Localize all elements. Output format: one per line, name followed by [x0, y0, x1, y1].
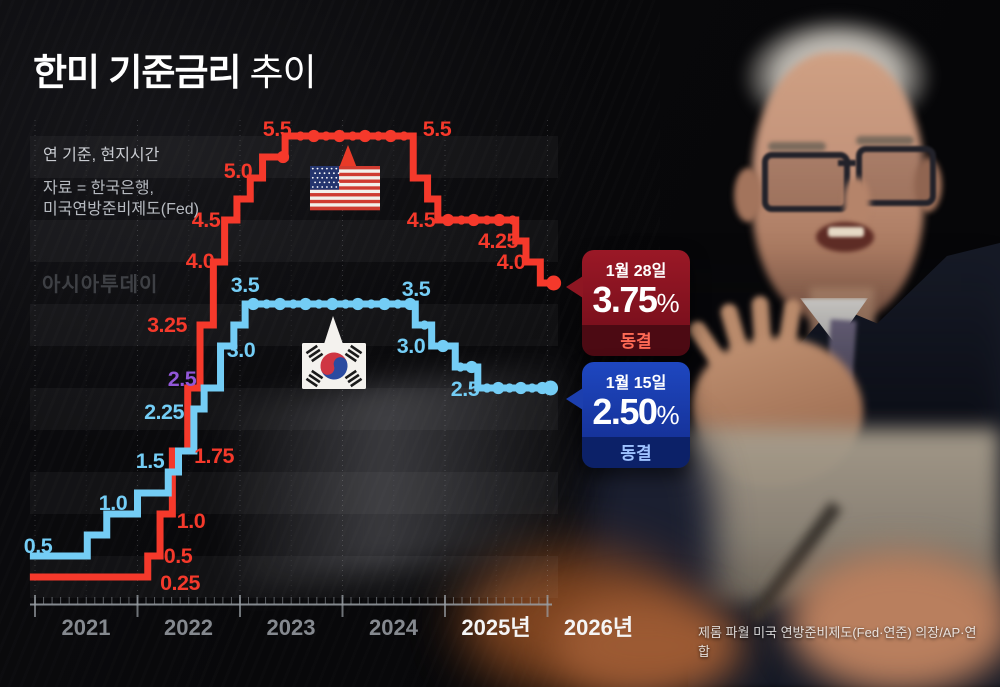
powell-brow-left — [768, 142, 826, 151]
source-line-2: 미국연방준비제도(Fed) — [43, 201, 199, 219]
powell-ear-left — [734, 168, 762, 222]
us-decision-date: 1월 28일 — [605, 263, 667, 280]
photo-caption: 제롬 파월 미국 연방준비제도(Fed·연준) 의장/AP·연합 — [698, 625, 977, 659]
us-callout-body: 1월 28일 3.75% — [566, 250, 690, 325]
us-rate-callout: 1월 28일 3.75% 동결 — [566, 250, 690, 356]
kr-status-badge: 동결 — [582, 436, 690, 468]
us-status-badge: 동결 — [582, 324, 690, 356]
us-rate-value: 3.75% — [592, 279, 680, 320]
kr-rate-callout: 1월 15일 2.50% 동결 — [566, 362, 690, 468]
powell-teeth — [828, 227, 864, 237]
basis-note: 연 기준, 현지시간 — [43, 147, 160, 164]
powell-brow-right — [856, 136, 914, 145]
powell-nose — [844, 178, 870, 226]
kr-rate-value: 2.50% — [592, 391, 680, 432]
glasses-bridge — [838, 160, 856, 166]
kr-callout-body: 1월 15일 2.50% — [566, 362, 690, 437]
foreground-head-blur — [552, 596, 742, 687]
title-sub: 추이 — [249, 52, 317, 93]
watermark: 아시아투데이 — [42, 274, 159, 296]
foreground-hand-blur — [788, 552, 1000, 687]
glasses-left-lens — [762, 152, 850, 212]
source-note: 자료 = 한국은행, 미국연방준비제도(Fed) — [43, 178, 199, 220]
kr-decision-date: 1월 15일 — [605, 375, 667, 392]
percent-sign: % — [656, 288, 680, 318]
page-title: 한미 기준금리 추이 — [33, 42, 317, 96]
percent-sign: % — [656, 400, 680, 430]
title-main: 한미 기준금리 — [33, 52, 242, 93]
source-line-1: 자료 = 한국은행, — [43, 180, 154, 197]
